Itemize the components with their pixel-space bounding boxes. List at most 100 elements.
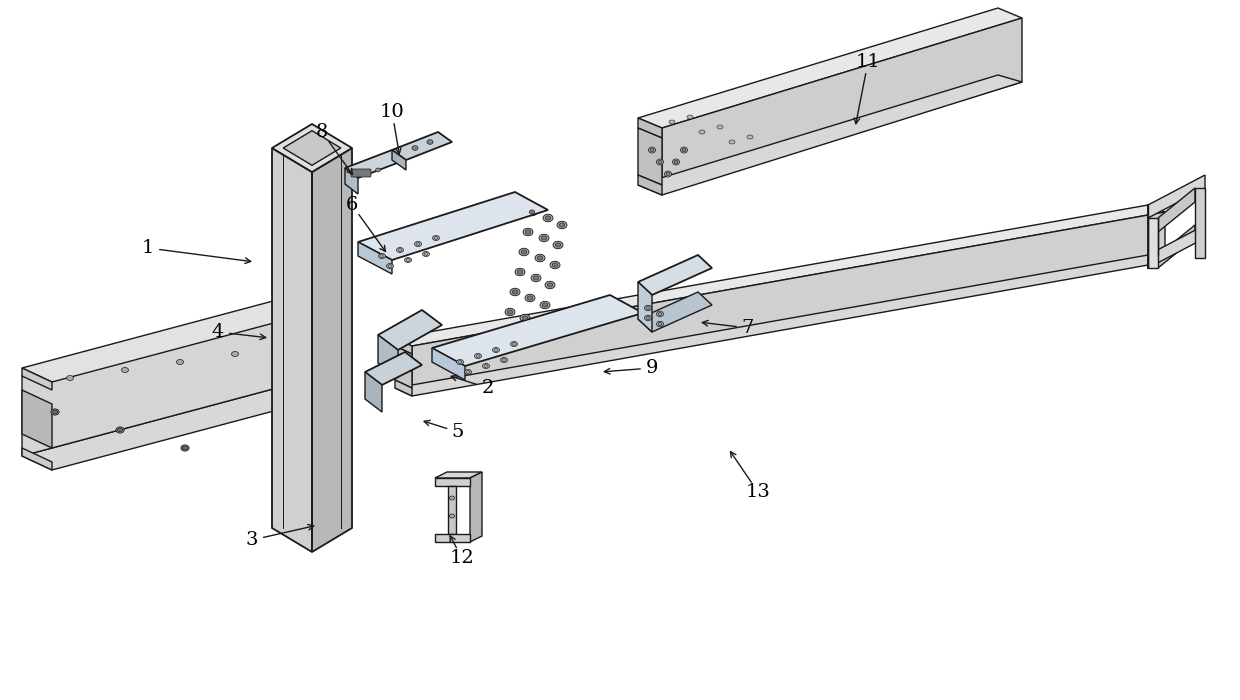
- Ellipse shape: [649, 147, 656, 153]
- Ellipse shape: [699, 130, 706, 134]
- Polygon shape: [435, 478, 470, 486]
- Ellipse shape: [553, 241, 563, 248]
- Ellipse shape: [67, 375, 73, 381]
- Ellipse shape: [556, 243, 560, 247]
- Polygon shape: [392, 132, 453, 160]
- Polygon shape: [639, 255, 712, 295]
- Ellipse shape: [551, 261, 560, 269]
- Ellipse shape: [378, 253, 386, 258]
- Text: 7: 7: [742, 319, 754, 337]
- Ellipse shape: [507, 310, 513, 314]
- Ellipse shape: [405, 258, 410, 262]
- Ellipse shape: [379, 255, 384, 258]
- Ellipse shape: [522, 316, 528, 320]
- Ellipse shape: [656, 321, 663, 327]
- Ellipse shape: [449, 514, 455, 518]
- Polygon shape: [396, 255, 1166, 396]
- Ellipse shape: [176, 360, 184, 365]
- Ellipse shape: [682, 148, 686, 152]
- Polygon shape: [365, 372, 382, 412]
- Ellipse shape: [546, 281, 556, 288]
- Ellipse shape: [746, 135, 753, 139]
- Polygon shape: [392, 150, 405, 170]
- Ellipse shape: [397, 248, 403, 253]
- Ellipse shape: [717, 125, 723, 129]
- Ellipse shape: [512, 342, 516, 346]
- Polygon shape: [22, 390, 52, 448]
- Ellipse shape: [51, 409, 60, 415]
- Ellipse shape: [427, 140, 433, 144]
- Polygon shape: [22, 385, 315, 470]
- Polygon shape: [639, 8, 1022, 128]
- Text: 11: 11: [856, 53, 880, 71]
- Ellipse shape: [433, 235, 439, 241]
- Polygon shape: [396, 338, 412, 354]
- Ellipse shape: [517, 270, 523, 274]
- Ellipse shape: [505, 308, 515, 316]
- Polygon shape: [312, 148, 352, 552]
- Ellipse shape: [232, 351, 238, 356]
- Ellipse shape: [181, 445, 188, 451]
- Ellipse shape: [181, 445, 188, 451]
- Polygon shape: [435, 534, 470, 542]
- Ellipse shape: [527, 296, 533, 300]
- Text: 9: 9: [646, 359, 658, 377]
- Polygon shape: [448, 486, 456, 534]
- Polygon shape: [432, 295, 644, 366]
- Ellipse shape: [656, 159, 663, 165]
- Ellipse shape: [501, 358, 507, 363]
- Polygon shape: [662, 18, 1022, 192]
- Ellipse shape: [449, 496, 455, 500]
- Ellipse shape: [687, 115, 693, 119]
- Ellipse shape: [515, 268, 525, 276]
- Text: 8: 8: [316, 123, 329, 141]
- Text: 12: 12: [450, 549, 475, 567]
- Ellipse shape: [466, 370, 470, 374]
- Ellipse shape: [531, 274, 541, 281]
- Ellipse shape: [533, 276, 539, 280]
- Ellipse shape: [434, 237, 438, 239]
- Polygon shape: [22, 448, 52, 470]
- Ellipse shape: [675, 160, 678, 164]
- Text: 3: 3: [246, 531, 258, 549]
- Ellipse shape: [476, 354, 480, 358]
- Ellipse shape: [534, 254, 546, 262]
- Polygon shape: [470, 472, 482, 542]
- Ellipse shape: [646, 307, 650, 309]
- Ellipse shape: [670, 120, 675, 124]
- Polygon shape: [396, 346, 412, 388]
- Ellipse shape: [376, 168, 381, 172]
- Polygon shape: [1158, 225, 1195, 268]
- Polygon shape: [639, 175, 662, 195]
- Ellipse shape: [521, 250, 527, 254]
- Ellipse shape: [658, 160, 662, 164]
- Text: 4: 4: [212, 323, 224, 341]
- Polygon shape: [639, 282, 652, 332]
- Ellipse shape: [537, 256, 543, 260]
- Text: 5: 5: [451, 423, 464, 441]
- Ellipse shape: [118, 428, 123, 432]
- Ellipse shape: [398, 248, 402, 251]
- Ellipse shape: [423, 251, 429, 256]
- Ellipse shape: [729, 140, 735, 144]
- Polygon shape: [272, 124, 352, 172]
- Ellipse shape: [412, 146, 418, 150]
- Ellipse shape: [541, 236, 547, 240]
- Text: 6: 6: [346, 196, 358, 214]
- Ellipse shape: [388, 265, 392, 267]
- Polygon shape: [358, 192, 548, 260]
- Ellipse shape: [484, 365, 489, 368]
- Ellipse shape: [523, 228, 533, 236]
- Ellipse shape: [424, 253, 428, 256]
- Ellipse shape: [465, 370, 471, 374]
- Ellipse shape: [117, 427, 124, 433]
- Ellipse shape: [458, 360, 463, 363]
- Ellipse shape: [475, 354, 481, 358]
- Polygon shape: [396, 380, 412, 396]
- Ellipse shape: [646, 316, 650, 320]
- Ellipse shape: [51, 409, 60, 415]
- Ellipse shape: [645, 315, 651, 321]
- Polygon shape: [412, 212, 1166, 392]
- Ellipse shape: [520, 248, 529, 256]
- Text: 10: 10: [379, 103, 404, 121]
